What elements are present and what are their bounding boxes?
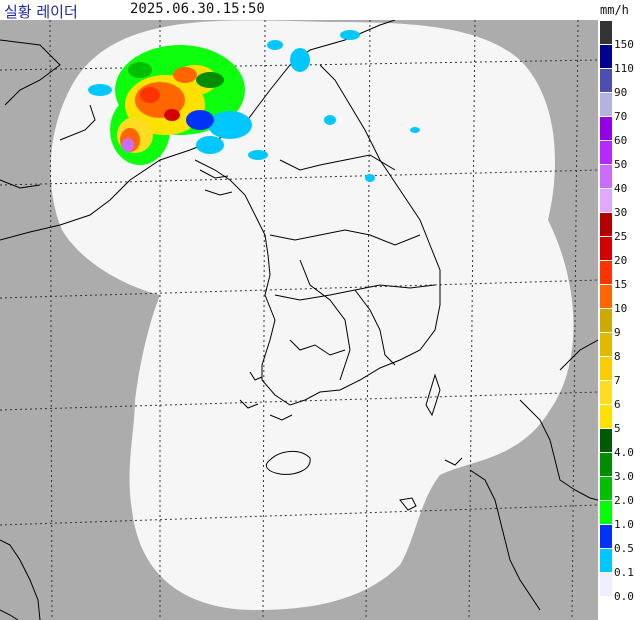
legend-label: 70 bbox=[614, 110, 628, 123]
radar-coverage-area bbox=[50, 20, 574, 611]
legend-label: 8 bbox=[614, 350, 621, 363]
legend-label: 2.0 bbox=[614, 494, 634, 507]
legend-unit-label: mm/h bbox=[600, 3, 629, 17]
legend-swatch bbox=[600, 453, 612, 477]
legend-label: 50 bbox=[614, 158, 628, 171]
legend-swatch bbox=[600, 525, 612, 549]
legend-label: 110 bbox=[614, 62, 634, 75]
legend-label: 3.0 bbox=[614, 470, 634, 483]
precipitation-legend: 150 110 90 70 60 50 40 30 25 20 15 10 9 8 7 6 5 4.0 3.0 2.0… bbox=[598, 20, 635, 620]
lat-lon-grid bbox=[0, 20, 598, 620]
legend-label: 30 bbox=[614, 206, 628, 219]
legend-label: 1.0 bbox=[614, 518, 634, 531]
legend-swatch bbox=[600, 573, 612, 597]
legend-swatch bbox=[600, 285, 612, 309]
legend-swatch bbox=[600, 501, 612, 525]
header-bar: 실황 레이더 2025.06.30.15:50 mm/h bbox=[0, 0, 635, 21]
legend-label: 7 bbox=[614, 374, 621, 387]
legend-label: 0.5 bbox=[614, 542, 634, 555]
legend-label: 20 bbox=[614, 254, 628, 267]
legend-swatch bbox=[600, 69, 612, 93]
legend-label: 15 bbox=[614, 278, 628, 291]
legend-swatch bbox=[600, 261, 612, 285]
legend-swatch bbox=[600, 93, 612, 117]
legend-swatch bbox=[600, 189, 612, 213]
radar-echoes bbox=[88, 30, 420, 182]
legend-label: 6 bbox=[614, 398, 621, 411]
legend-swatch bbox=[600, 213, 612, 237]
legend-label: 0.1 bbox=[614, 566, 634, 579]
legend-label: 25 bbox=[614, 230, 628, 243]
radar-map[interactable] bbox=[0, 20, 598, 620]
legend-swatch bbox=[600, 237, 612, 261]
legend-swatch bbox=[600, 381, 612, 405]
observation-timestamp: 2025.06.30.15:50 bbox=[130, 1, 265, 17]
legend-label: 10 bbox=[614, 302, 628, 315]
legend-label: 150 bbox=[614, 38, 634, 51]
legend-label: 90 bbox=[614, 86, 628, 99]
legend-swatch bbox=[600, 141, 612, 165]
legend-swatch bbox=[600, 477, 612, 501]
legend-label: 5 bbox=[614, 422, 621, 435]
legend-swatch bbox=[600, 309, 612, 333]
legend-swatch bbox=[600, 405, 612, 429]
legend-swatch bbox=[600, 165, 612, 189]
legend-swatch bbox=[600, 429, 612, 453]
legend-swatch bbox=[600, 21, 612, 45]
legend-label: 40 bbox=[614, 182, 628, 195]
legend-swatch bbox=[600, 549, 612, 573]
page-title: 실황 레이더 bbox=[4, 3, 78, 21]
legend-swatch bbox=[600, 45, 612, 69]
legend-label: 4.0 bbox=[614, 446, 634, 459]
legend-swatch bbox=[600, 117, 612, 141]
legend-swatch bbox=[600, 333, 612, 357]
legend-label: 60 bbox=[614, 134, 628, 147]
legend-label: 9 bbox=[614, 326, 621, 339]
legend-label: 0.0 bbox=[614, 590, 634, 603]
legend-swatch bbox=[600, 357, 612, 381]
